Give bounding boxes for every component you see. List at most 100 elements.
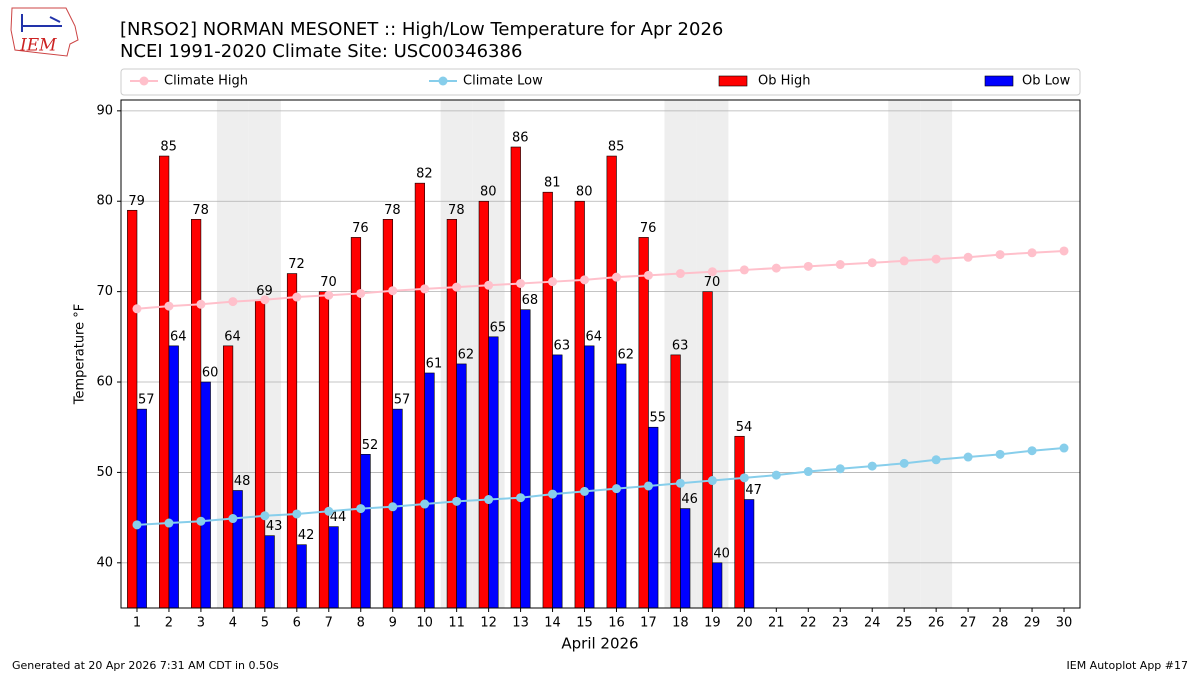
bar xyxy=(734,435,745,609)
x-tick-label: 4 xyxy=(229,616,237,631)
bar xyxy=(702,291,713,609)
point xyxy=(580,486,590,496)
x-tick-label: 25 xyxy=(896,616,913,631)
data-label: 64 xyxy=(586,329,603,344)
data-label: 60 xyxy=(202,366,219,381)
y-tick-label: 60 xyxy=(96,375,113,390)
point xyxy=(548,489,558,499)
bar xyxy=(296,544,307,609)
point xyxy=(1059,443,1069,453)
point xyxy=(548,277,558,287)
bar xyxy=(360,454,371,609)
point xyxy=(1059,246,1069,256)
bar xyxy=(414,182,425,609)
data-label: 40 xyxy=(713,546,730,561)
x-tick-label: 22 xyxy=(800,616,817,631)
legend-swatch xyxy=(984,75,1014,87)
point xyxy=(835,464,845,474)
y-tick-label: 50 xyxy=(96,465,113,480)
x-tick-label: 5 xyxy=(261,616,269,631)
bar xyxy=(159,155,170,609)
point xyxy=(899,458,909,468)
x-tick-label: 17 xyxy=(640,616,657,631)
bar xyxy=(510,146,521,609)
legend-label: Ob High xyxy=(758,74,811,89)
point xyxy=(420,284,430,294)
x-tick-label: 27 xyxy=(960,616,977,631)
point xyxy=(132,520,142,530)
point xyxy=(228,514,238,524)
bar xyxy=(424,372,435,609)
point xyxy=(995,449,1005,459)
bar xyxy=(638,237,649,609)
data-label: 85 xyxy=(160,140,177,155)
data-label: 82 xyxy=(416,167,433,182)
data-label: 57 xyxy=(394,393,411,408)
data-label: 64 xyxy=(224,329,241,344)
point xyxy=(835,260,845,270)
y-tick-label: 70 xyxy=(96,284,113,299)
bar xyxy=(318,291,330,609)
x-tick-label: 8 xyxy=(357,616,365,631)
point xyxy=(995,250,1005,260)
point xyxy=(643,270,653,280)
x-tick-label: 26 xyxy=(928,616,945,631)
line xyxy=(136,249,1065,310)
x-tick-label: 21 xyxy=(768,616,785,631)
point xyxy=(707,476,717,486)
bar xyxy=(446,219,457,609)
line xyxy=(136,447,1065,526)
x-tick-label: 2 xyxy=(165,616,173,631)
data-label: 61 xyxy=(426,356,443,371)
point xyxy=(196,516,206,526)
data-label: 63 xyxy=(672,338,689,353)
data-label: 63 xyxy=(554,338,571,353)
point xyxy=(1027,248,1037,258)
data-label: 78 xyxy=(192,203,209,218)
x-tick-label: 9 xyxy=(389,616,397,631)
point xyxy=(963,252,973,262)
point xyxy=(931,455,941,465)
point xyxy=(164,301,174,311)
point xyxy=(132,304,142,314)
data-label: 81 xyxy=(544,176,561,191)
point xyxy=(228,297,238,307)
bar xyxy=(574,200,585,609)
point xyxy=(196,299,206,309)
point xyxy=(388,502,398,512)
legend-swatch xyxy=(718,75,748,87)
data-label: 62 xyxy=(617,347,634,362)
point xyxy=(963,452,973,462)
bar xyxy=(680,508,691,609)
bar xyxy=(478,200,489,609)
y-tick-label: 80 xyxy=(96,194,113,209)
bar xyxy=(191,219,202,609)
bar xyxy=(584,345,595,609)
point xyxy=(867,461,877,471)
legend-label: Climate High xyxy=(164,74,248,89)
point xyxy=(771,263,781,273)
x-tick-label: 24 xyxy=(864,616,881,631)
footer-right: IEM Autoplot App #17 xyxy=(1067,659,1189,672)
data-label: 72 xyxy=(288,257,305,272)
x-tick-label: 6 xyxy=(293,616,301,631)
x-tick-label: 10 xyxy=(416,616,433,631)
data-label: 55 xyxy=(649,411,666,426)
shaded-day xyxy=(920,100,953,608)
bar xyxy=(200,381,211,609)
data-label: 54 xyxy=(736,420,753,435)
point xyxy=(164,518,174,528)
data-label: 78 xyxy=(384,203,401,218)
point xyxy=(611,272,621,282)
legend-label: Climate Low xyxy=(463,74,543,89)
bar xyxy=(232,490,243,609)
data-label: 68 xyxy=(522,293,539,308)
y-tick-label: 40 xyxy=(96,555,113,570)
legend-label: Ob Low xyxy=(1022,74,1071,89)
x-tick-label: 15 xyxy=(576,616,593,631)
x-tick-label: 1 xyxy=(133,616,141,631)
point xyxy=(739,473,749,483)
data-label: 43 xyxy=(266,519,283,534)
point xyxy=(484,280,494,290)
bar xyxy=(744,499,755,609)
